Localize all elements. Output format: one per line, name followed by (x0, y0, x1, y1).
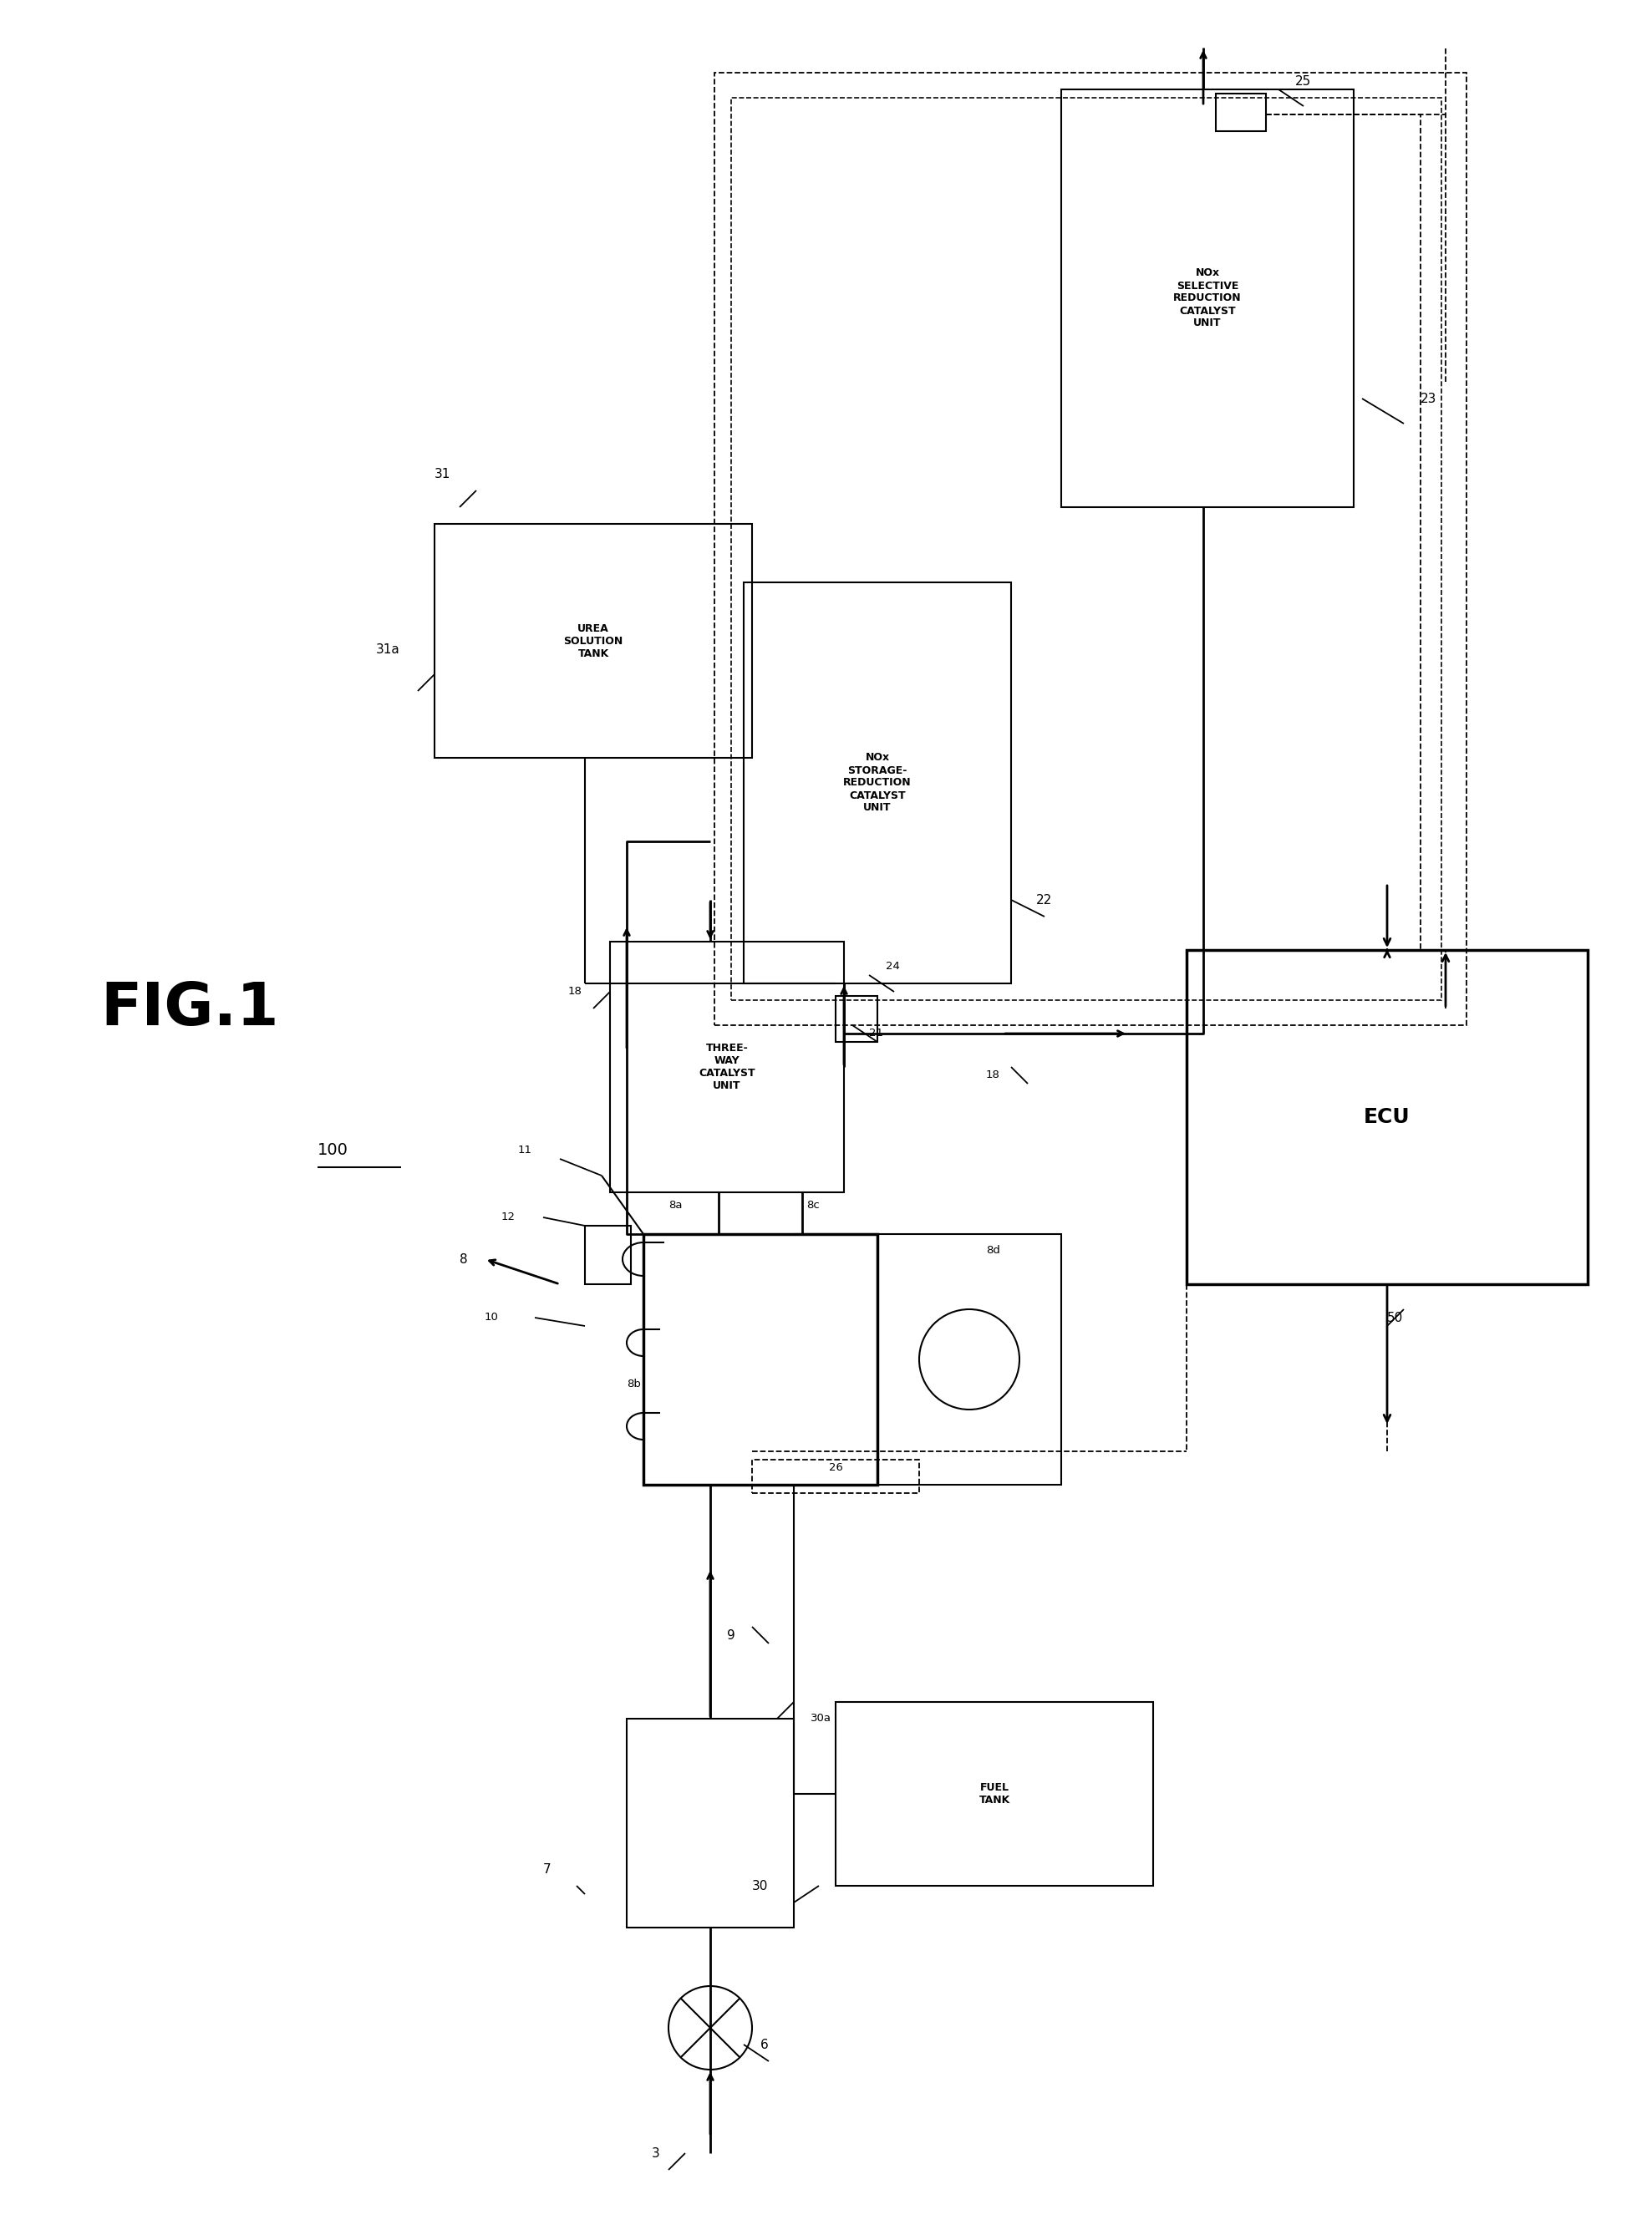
Text: 25: 25 (1295, 75, 1312, 87)
Bar (714, 73, 1467, 1026)
Text: 31: 31 (434, 468, 451, 480)
Bar (1216, 93, 1265, 131)
Text: 50: 50 (1388, 1312, 1403, 1323)
Bar (626, 1718, 795, 1927)
Text: 3: 3 (653, 2147, 659, 2160)
Text: 8a: 8a (669, 1199, 682, 1210)
Text: 12: 12 (501, 1212, 515, 1223)
Text: 7: 7 (544, 1863, 552, 1876)
Bar (836, 1703, 1153, 1885)
Bar (877, 1234, 1061, 1485)
Text: 18: 18 (568, 986, 582, 997)
Text: 26: 26 (829, 1463, 843, 1474)
Text: ECU: ECU (1365, 1108, 1411, 1128)
Bar (434, 524, 752, 757)
Text: 22: 22 (1036, 895, 1052, 906)
Text: 8: 8 (459, 1252, 468, 1265)
Bar (836, 997, 877, 1041)
Text: 9: 9 (727, 1629, 735, 1641)
Text: 30a: 30a (811, 1714, 831, 1725)
Text: THREE-
WAY
CATALYST
UNIT: THREE- WAY CATALYST UNIT (699, 1043, 755, 1092)
Text: 23: 23 (1421, 393, 1437, 404)
Text: UREA
SOLUTION
TANK: UREA SOLUTION TANK (563, 624, 623, 659)
Text: FUEL
TANK: FUEL TANK (980, 1783, 1009, 1805)
Text: 30: 30 (752, 1880, 768, 1891)
Text: NOx
SELECTIVE
REDUCTION
CATALYST
UNIT: NOx SELECTIVE REDUCTION CATALYST UNIT (1173, 269, 1242, 329)
Bar (743, 582, 1011, 983)
Bar (752, 1461, 919, 1494)
Bar (1061, 89, 1353, 506)
Text: NOx
STORAGE-
REDUCTION
CATALYST
UNIT: NOx STORAGE- REDUCTION CATALYST UNIT (843, 753, 912, 813)
Text: 31a: 31a (377, 644, 400, 655)
Bar (610, 941, 844, 1192)
Text: 21: 21 (869, 1028, 884, 1039)
Text: 100: 100 (317, 1143, 349, 1159)
Text: 18: 18 (986, 1070, 999, 1081)
Text: 8d: 8d (986, 1245, 999, 1257)
Text: 8c: 8c (806, 1199, 819, 1210)
Text: FIG.1: FIG.1 (101, 979, 279, 1037)
Bar (585, 1225, 631, 1283)
Text: 11: 11 (519, 1146, 532, 1157)
Text: 24: 24 (885, 961, 900, 972)
Bar (643, 1234, 877, 1485)
Bar (732, 98, 1442, 1001)
Bar (1186, 950, 1588, 1283)
Text: 6: 6 (760, 2038, 768, 2051)
Text: 10: 10 (484, 1312, 499, 1323)
Text: 8b: 8b (626, 1379, 641, 1390)
